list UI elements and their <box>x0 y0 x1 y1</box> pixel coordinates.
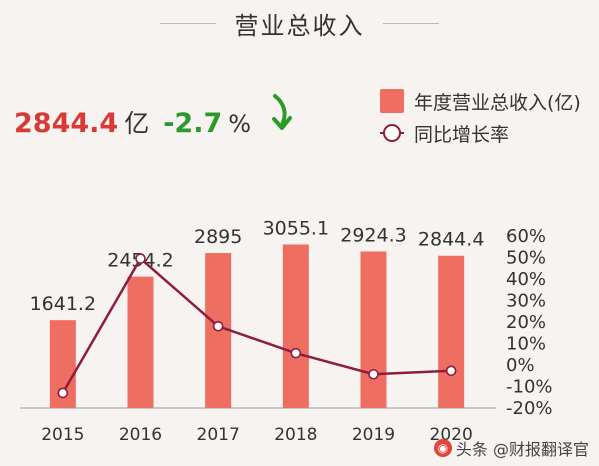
growth-point-2016 <box>135 253 146 264</box>
y-right-tick-label-6: 0% <box>506 355 535 376</box>
growth-point-2020 <box>445 365 457 377</box>
bar-value-label-2015: 1641.2 <box>30 293 96 315</box>
legend-label-growth: 同比增长率 <box>414 123 510 146</box>
watermark: ◉ 头条 @财报翻译官 <box>433 436 589 460</box>
kpi-summary: 2844.4 亿 -2.7% <box>14 104 251 140</box>
bar-value-label-2017: 2895 <box>194 226 242 248</box>
legend: 年度营业总收入(亿) 同比增长率 <box>380 86 581 150</box>
down-arrow-icon <box>272 94 292 130</box>
x-tick-label-2017: 2017 <box>197 425 240 445</box>
y-right-tick-label-7: -10% <box>506 377 553 398</box>
kpi-unit: 亿 <box>124 109 150 138</box>
y-right-tick-label-3: 30% <box>506 291 546 312</box>
x-tick-label-2016: 2016 <box>119 425 162 445</box>
bar-2020 <box>438 255 465 408</box>
kpi-change: -2.7 <box>163 108 223 139</box>
y-right-tick-label-4: 20% <box>506 312 546 333</box>
bar-2019 <box>360 251 387 408</box>
growth-rate-line <box>61 256 452 394</box>
y-right-tick-label-1: 50% <box>506 248 546 269</box>
legend-item-revenue: 年度营业总收入(亿) <box>380 86 581 116</box>
legend-item-growth: 同比增长率 <box>380 118 581 148</box>
title-rule-right <box>383 23 439 24</box>
growth-point-2015 <box>57 387 69 399</box>
growth-point-2018 <box>290 347 302 359</box>
y-right-tick-label-8: -20% <box>506 398 553 419</box>
y-right-tick-label-2: 40% <box>506 269 546 290</box>
y-right-tick-label-5: 10% <box>506 334 546 355</box>
legend-marker-line <box>380 124 404 142</box>
bar-2016 <box>127 276 154 408</box>
kpi-change-unit: % <box>228 110 252 138</box>
x-tick-label-2019: 2019 <box>352 425 395 445</box>
x-tick-label-2015: 2015 <box>41 425 84 445</box>
watermark-badge-icon: ◉ <box>433 439 452 457</box>
kpi-value: 2844.4 <box>14 108 119 139</box>
bar-2018 <box>282 244 309 408</box>
y-right-tick-label-0: 60% <box>506 226 546 247</box>
growth-point-2019 <box>368 368 379 380</box>
bar-value-label-2019: 2924.3 <box>340 224 406 246</box>
growth-point-2017 <box>212 320 224 332</box>
watermark-text: 头条 @财报翻译官 <box>455 440 589 459</box>
chart-title: 营业总收入 <box>234 12 365 40</box>
bar-value-label-2020: 2844.4 <box>418 229 484 251</box>
x-tick-label-2018: 2018 <box>274 425 317 445</box>
legend-label-revenue: 年度营业总收入(亿) <box>414 91 581 114</box>
bar-value-label-2018: 3055.1 <box>263 217 329 239</box>
title-rule-left <box>160 23 216 24</box>
legend-swatch-bar <box>380 89 404 113</box>
